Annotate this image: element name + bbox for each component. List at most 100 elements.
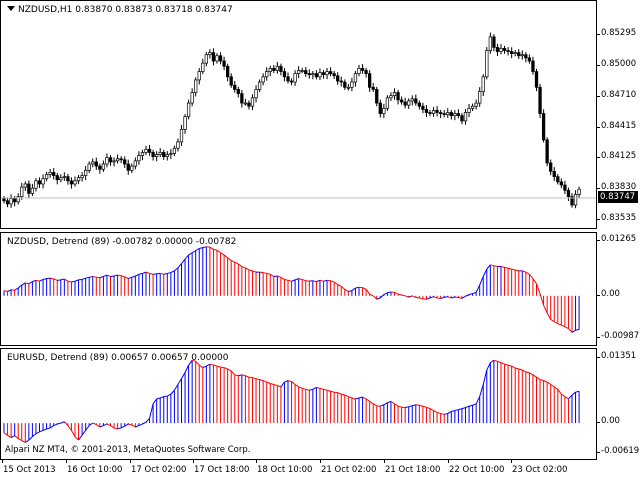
detrend-line-segment: [550, 384, 555, 388]
detrend-line-segment: [131, 424, 136, 428]
candle: [94, 157, 98, 170]
candle: [268, 65, 272, 77]
detrend-line-segment: [444, 412, 448, 415]
main-price-scale[interactable]: 0.85295 0.85000 0.84710 0.84415 0.84125 0.838…: [597, 0, 640, 229]
detrend-line-segment: [539, 379, 544, 382]
detrend-line-segment: [309, 388, 313, 391]
detrend-line-segment: [553, 386, 559, 390]
detrend-line-segment: [575, 328, 580, 331]
detrend-line-segment: [14, 287, 19, 291]
candle: [541, 109, 546, 143]
detrend-line-segment: [103, 274, 108, 277]
candle: [289, 78, 294, 86]
candle-body: [172, 147, 177, 154]
detrend-line-segment: [511, 365, 516, 369]
price-tick-mark: [597, 219, 600, 221]
detrend-line-segment: [213, 248, 218, 251]
candle: [492, 34, 496, 52]
time-tick-mark: [448, 460, 449, 463]
detrend-line-segment: [202, 365, 207, 369]
detrend-line-segment: [67, 425, 72, 431]
collapse-arrow-icon[interactable]: [7, 6, 15, 11]
detrend-line-segment: [234, 374, 239, 377]
candle-body: [470, 105, 475, 109]
eurusd-detrend-indicator[interactable]: EURUSD, Detrend (89) 0.00657 0.00657 0.0…: [0, 348, 597, 460]
candle-body: [389, 95, 393, 99]
detrend-line-segment: [482, 268, 488, 277]
detrend-line-segment: [28, 436, 33, 441]
candle-body: [27, 183, 31, 194]
detrend-line-segment: [291, 279, 296, 282]
time-tick-mark: [320, 460, 321, 463]
detrend-line-segment: [280, 276, 285, 280]
detrend-line-segment: [323, 388, 328, 391]
candle: [158, 148, 162, 158]
detrend-line-segment: [539, 293, 545, 306]
candle-body: [293, 73, 297, 83]
detrend-line-segment: [181, 258, 186, 264]
indicator1-value-scale[interactable]: 0.01265 0.00 -0.00987: [597, 232, 640, 346]
detrend-line-segment: [500, 266, 505, 268]
candle-body: [87, 163, 91, 171]
candle-body: [165, 154, 169, 157]
candle: [399, 96, 404, 105]
detrend-line-segment: [128, 423, 132, 426]
detrend-line-segment: [553, 321, 559, 325]
candle-body: [311, 73, 315, 76]
candle-body: [336, 75, 340, 82]
candle: [424, 105, 429, 118]
candle-body: [179, 128, 184, 143]
candle: [282, 68, 287, 82]
candle-body: [410, 98, 414, 102]
candle: [30, 183, 35, 197]
detrend-line-segment: [454, 409, 459, 412]
main-chart-title: NZDUSD,H1 0.83870 0.83873 0.83718 0.8374…: [7, 5, 233, 15]
time-axis[interactable]: 15 Oct 2013 16 Oct 10:00 17 Oct 02:00 17 Oc…: [0, 460, 597, 480]
candle: [314, 70, 319, 80]
candle: [463, 109, 468, 125]
detrend-line-segment: [46, 427, 51, 430]
candle-body: [243, 102, 248, 105]
candle: [328, 67, 333, 77]
candle: [414, 94, 418, 106]
candle: [304, 67, 308, 77]
nzdusd-detrend-indicator[interactable]: NZDUSD, Detrend (89) -0.00782 0.00000 -0…: [0, 232, 597, 346]
detrend-line-segment: [518, 368, 523, 371]
candle-body: [215, 55, 219, 62]
detrend-line-segment: [461, 295, 466, 299]
candle: [169, 149, 173, 160]
detrend-line-segment: [220, 252, 225, 256]
detrend-line-segment: [302, 387, 306, 390]
candle: [449, 109, 453, 120]
candle: [368, 70, 372, 92]
detrend-line-segment: [564, 326, 569, 329]
candle: [211, 48, 216, 66]
detrend-line-segment: [39, 429, 44, 433]
price-tick-mark: [597, 126, 600, 128]
detrend-line-segment: [575, 390, 580, 393]
detrend-line-segment: [64, 278, 69, 282]
detrend-line-segment: [515, 269, 519, 272]
candle: [371, 82, 375, 93]
main-price-chart[interactable]: NZDUSD,H1 0.83870 0.83873 0.83718 0.8374…: [0, 0, 597, 229]
candle-body: [538, 86, 542, 114]
candle: [179, 125, 184, 146]
indicator2-value-scale[interactable]: 0.01351 0.00 -0.00619: [597, 348, 640, 460]
candle-body: [502, 48, 507, 51]
detrend-line-segment: [284, 380, 289, 383]
detrend-line-segment: [131, 275, 136, 278]
detrend-line-segment: [472, 291, 477, 295]
detrend-line-segment: [294, 384, 299, 388]
candle-body: [456, 113, 461, 117]
detrend-line-segment: [387, 291, 392, 294]
time-label: 17 Oct 18:00: [194, 465, 250, 475]
detrend-line-segment: [475, 284, 481, 293]
detrend-line-segment: [461, 407, 466, 410]
detrend-line-segment: [447, 411, 452, 414]
detrend-line-segment: [21, 282, 26, 286]
candle: [233, 80, 237, 93]
value-tick-label: 0.00: [601, 288, 620, 299]
candle-body: [563, 184, 567, 191]
candle: [556, 173, 560, 185]
candle-body: [478, 91, 482, 104]
